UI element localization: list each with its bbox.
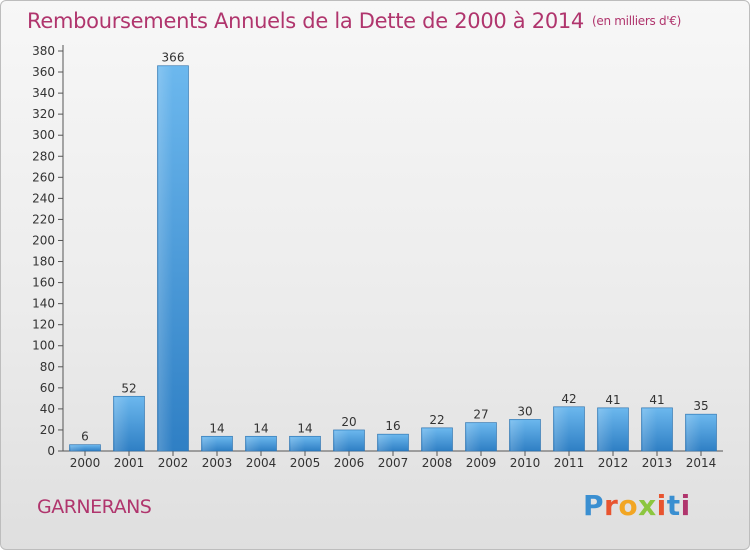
bar-value-label: 52 <box>121 381 136 395</box>
bar-highlight <box>334 430 349 451</box>
bar-highlight <box>158 66 173 451</box>
y-tick-label: 120 <box>32 318 55 332</box>
chart-title: Remboursements Annuels de la Dette de 20… <box>27 9 681 33</box>
bar-highlight <box>422 428 437 451</box>
proxiti-logo: Proxiti <box>583 489 691 522</box>
bar-value-label: 16 <box>385 419 400 433</box>
x-tick-label: 2010 <box>510 456 541 470</box>
chart-unit: (en milliers d'€) <box>592 14 682 28</box>
bar-value-label: 14 <box>209 421 224 435</box>
x-tick-label: 2009 <box>466 456 497 470</box>
x-tick-label: 2000 <box>70 456 101 470</box>
bar-value-label: 20 <box>341 415 356 429</box>
y-axis: 0 20 40 60 80 100 120 140 160 180 200 220 240 260 280 3… <box>32 44 64 458</box>
bar-highlight <box>686 415 701 451</box>
y-tick-label: 380 <box>32 44 55 58</box>
x-tick-label: 2005 <box>290 456 321 470</box>
logo-letter: i <box>656 489 667 522</box>
x-tick-label: 2011 <box>554 456 585 470</box>
bar-highlight <box>598 408 613 451</box>
logo-letter: i <box>680 489 691 522</box>
logo-letter: P <box>583 489 605 522</box>
x-tick-label: 2001 <box>114 456 145 470</box>
y-tick-label: 40 <box>40 402 55 416</box>
x-tick-label: 2013 <box>642 456 673 470</box>
y-tick-label: 240 <box>32 191 55 205</box>
logo-letter: o <box>618 489 639 522</box>
bar-value-label: 35 <box>693 399 708 413</box>
bar-highlight <box>202 437 217 451</box>
bar-highlight <box>378 435 393 451</box>
x-tick-label: 2012 <box>598 456 629 470</box>
y-tick-label: 300 <box>32 128 55 142</box>
y-tick-label: 320 <box>32 107 55 121</box>
bar-highlight <box>114 397 129 451</box>
data-labels: 6 52 366 14 14 14 20 16 22 27 30 42 41 41 35 <box>81 51 708 444</box>
y-tick-label: 20 <box>40 423 55 437</box>
x-tick-label: 2006 <box>334 456 365 470</box>
x-tick-label: 2014 <box>686 456 717 470</box>
bar-value-label: 30 <box>517 404 532 418</box>
bar-value-label: 42 <box>561 392 576 406</box>
y-tick-label: 140 <box>32 297 55 311</box>
bar-value-label: 6 <box>81 430 89 444</box>
bar-highlight <box>642 408 657 451</box>
y-tick-label: 220 <box>32 212 55 226</box>
logo-letter: t <box>666 489 681 522</box>
chart-title-text: Remboursements Annuels de la Dette de 20… <box>27 9 584 33</box>
bar-value-label: 41 <box>649 393 664 407</box>
x-tick-label: 2007 <box>378 456 409 470</box>
y-tick-label: 160 <box>32 276 55 290</box>
bars <box>69 65 717 452</box>
logo-letter: r <box>604 489 619 522</box>
bar-value-label: 41 <box>605 393 620 407</box>
bar-highlight <box>554 407 569 451</box>
y-tick-label: 100 <box>32 339 55 353</box>
logo-letter: x <box>638 489 657 522</box>
bar-value-label: 22 <box>429 413 444 427</box>
bar-value-label: 14 <box>297 421 312 435</box>
y-tick-label: 60 <box>40 381 55 395</box>
x-tick-label: 2008 <box>422 456 453 470</box>
bar-highlight <box>466 423 481 451</box>
bar-value-label: 14 <box>253 421 268 435</box>
bar-highlight <box>70 445 85 451</box>
y-tick-label: 80 <box>40 360 55 374</box>
bar-highlight <box>510 420 525 451</box>
y-tick-label: 280 <box>32 149 55 163</box>
x-tick-label: 2002 <box>158 456 189 470</box>
x-axis: 2000 2001 2002 2003 2004 2005 2006 2007 2008 2009… <box>63 450 723 470</box>
bar-value-label: 27 <box>473 408 488 422</box>
y-tick-label: 360 <box>32 65 55 79</box>
bar-highlight <box>290 437 305 451</box>
y-tick-label: 340 <box>32 86 55 100</box>
bar-value-label: 366 <box>162 51 185 65</box>
commune-name: GARNERANS <box>37 496 152 518</box>
x-tick-label: 2003 <box>202 456 233 470</box>
y-tick-label: 180 <box>32 255 55 269</box>
bar-highlight <box>246 437 261 451</box>
x-tick-label: 2004 <box>246 456 277 470</box>
y-tick-label: 200 <box>32 233 55 247</box>
y-tick-label: 0 <box>47 444 55 458</box>
y-tick-label: 260 <box>32 170 55 184</box>
